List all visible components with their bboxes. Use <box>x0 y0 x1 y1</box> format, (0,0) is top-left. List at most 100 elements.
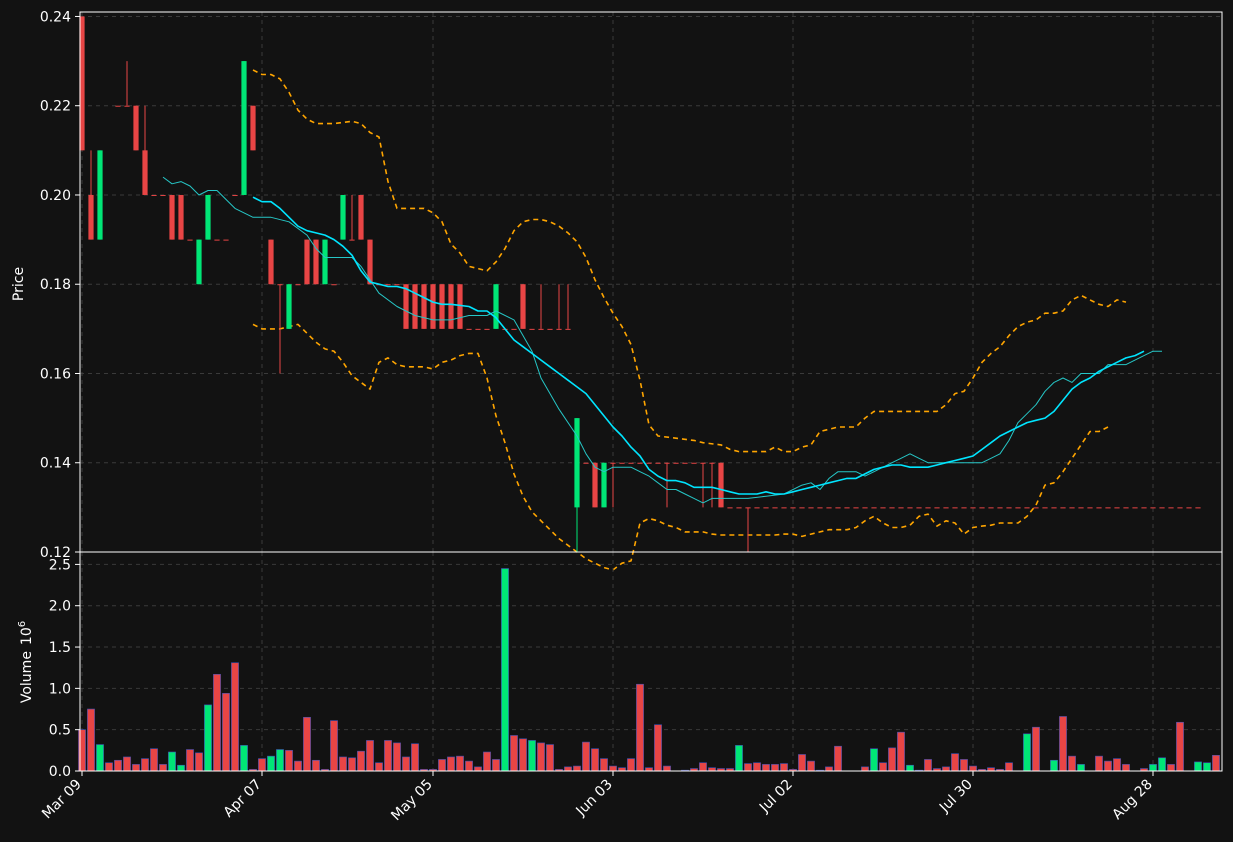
volume-bar <box>1068 755 1076 772</box>
bollinger-lower-line <box>252 323 1109 571</box>
sma-long-line <box>252 196 1145 495</box>
volume-bar <box>195 752 203 772</box>
volume-bar <box>942 766 950 772</box>
candle-body <box>700 462 706 464</box>
candle-body <box>1087 507 1093 509</box>
candle-body <box>538 328 544 330</box>
candle-body <box>889 507 895 509</box>
candle-body <box>763 507 769 509</box>
volume-bar <box>339 756 347 772</box>
volume-bar <box>1122 764 1130 772</box>
candle-body <box>1042 507 1048 509</box>
candle-body <box>367 239 373 285</box>
price-tick-label: 0.12 <box>40 545 71 561</box>
candle-body <box>871 507 877 509</box>
candle-body <box>898 507 904 509</box>
candle-body <box>628 462 634 464</box>
candle-body <box>727 507 733 509</box>
candle-body <box>907 507 913 509</box>
candle-body <box>385 284 391 286</box>
volume-bar <box>906 764 914 772</box>
volume-bar <box>501 568 509 772</box>
volume-bar <box>771 764 779 772</box>
candle-body <box>619 462 625 464</box>
candle-body <box>1150 507 1156 509</box>
volume-bar <box>132 764 140 772</box>
volume-bar <box>78 729 86 772</box>
candle-body <box>1015 507 1021 509</box>
candle-body <box>574 418 580 508</box>
candle-body <box>1123 507 1129 509</box>
candle-body <box>709 462 715 464</box>
candle-body <box>880 507 886 509</box>
volume-bar <box>357 750 365 772</box>
candle-body <box>745 507 751 509</box>
candle-body <box>1078 507 1084 509</box>
volume-bar <box>879 762 887 772</box>
volume-bar <box>87 708 95 772</box>
volume-bar <box>231 662 239 772</box>
volume-bar <box>285 750 293 772</box>
volume-bar <box>492 759 500 772</box>
candle-body <box>1141 507 1147 509</box>
candle-body <box>655 462 661 464</box>
volume-bar <box>600 758 608 772</box>
candle-body <box>241 61 247 195</box>
volume-bar <box>177 764 185 772</box>
candle-body <box>520 284 526 329</box>
volume-bar <box>1113 758 1121 772</box>
volume-axis-unit-exponent: 6 <box>17 621 28 627</box>
candle-body <box>610 462 616 464</box>
volume-bar <box>870 748 878 772</box>
volume-axis-title: Volume <box>19 651 35 703</box>
candle-body <box>1069 507 1075 509</box>
volume-bar <box>366 740 374 772</box>
price-y-ticks: 0.12 0.14 0.16 0.18 0.20 0.22 0.24 <box>40 9 80 561</box>
volume-bar <box>798 754 806 772</box>
volume-bar <box>1203 762 1211 772</box>
candle-body <box>457 284 463 329</box>
candle-body <box>1168 507 1174 509</box>
candle-body <box>547 328 553 330</box>
candle-body <box>844 507 850 509</box>
candle-body <box>646 462 652 464</box>
candle-body <box>484 328 490 330</box>
volume-bar <box>168 751 176 772</box>
volume-bar <box>213 674 221 772</box>
candle-body <box>169 194 175 240</box>
volume-bar <box>240 745 248 772</box>
volume-bar <box>141 758 149 772</box>
candle-body <box>925 507 931 509</box>
volume-bar <box>465 760 473 772</box>
volume-bar <box>267 755 275 772</box>
candle-body <box>583 462 589 464</box>
volume-bar <box>636 683 644 772</box>
volume-bar <box>699 762 707 772</box>
candle-body <box>448 284 454 329</box>
volume-bar <box>312 759 320 772</box>
moving-averages <box>162 176 1162 504</box>
volume-bar <box>537 742 545 772</box>
candle-body <box>313 239 319 285</box>
candle-body <box>988 507 994 509</box>
volume-bar <box>582 741 590 772</box>
candle-body <box>664 462 670 464</box>
candle-body <box>1033 507 1039 509</box>
volume-bar <box>105 762 113 772</box>
price-tick-label: 0.20 <box>40 188 71 204</box>
candle-body <box>295 284 301 286</box>
volume-bar <box>960 759 968 772</box>
candle-body <box>142 150 148 195</box>
candle-body <box>961 507 967 509</box>
candle-body <box>493 284 499 329</box>
volume-bar <box>762 764 770 772</box>
candle-body <box>754 507 760 509</box>
volume-bar <box>276 749 284 772</box>
volume-bar <box>186 749 194 772</box>
volume-bar <box>924 759 932 772</box>
candle-body <box>799 507 805 509</box>
candle-body <box>358 194 364 240</box>
candle-body <box>862 507 868 509</box>
candle-body <box>88 194 94 240</box>
